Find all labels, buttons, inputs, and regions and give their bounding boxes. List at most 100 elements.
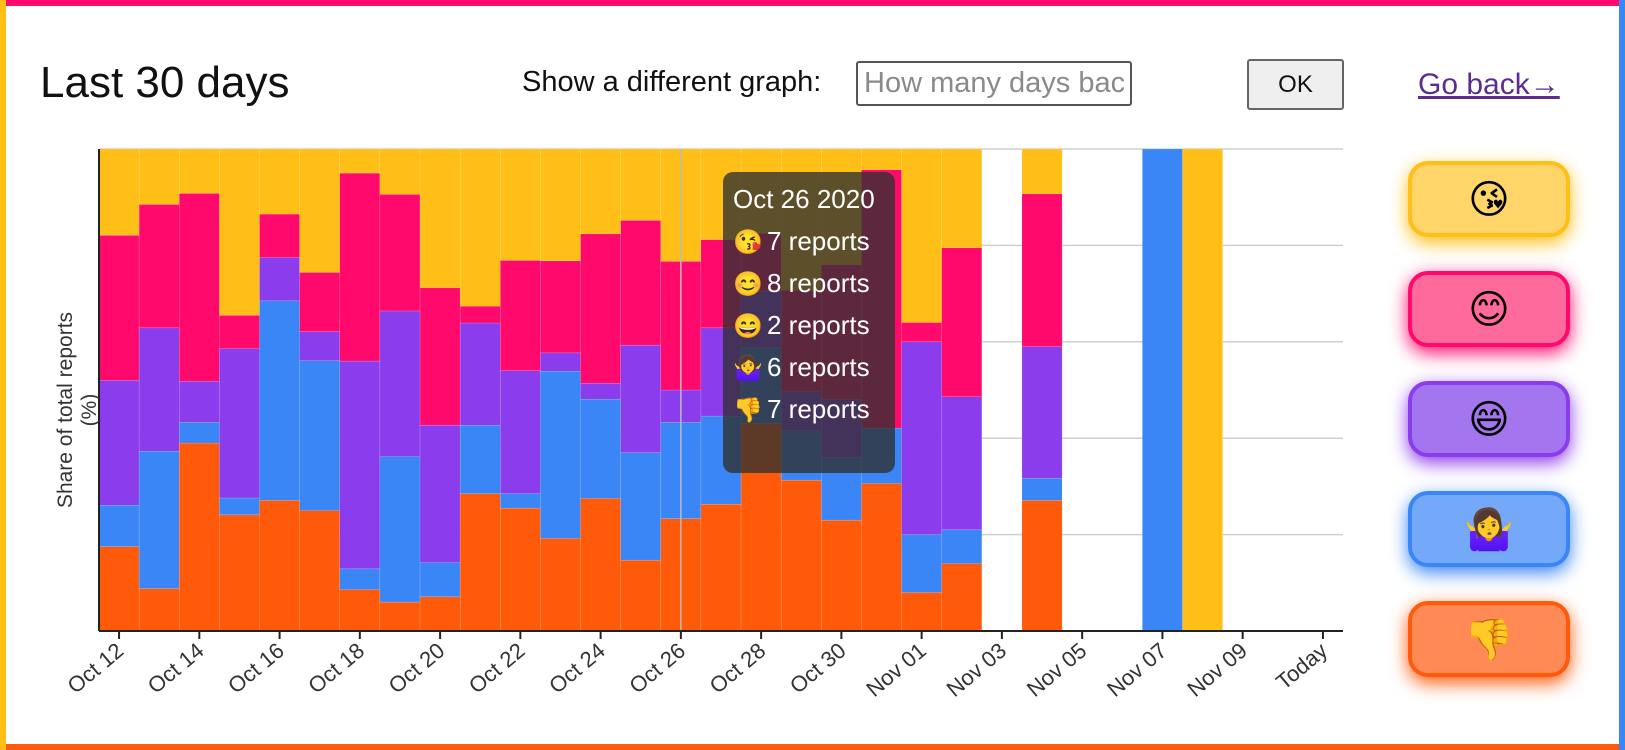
bar-segment-smile[interactable]: [179, 193, 220, 382]
bar-segment-thumbs_down[interactable]: [339, 589, 381, 632]
bar-segment-thumbs_down[interactable]: [138, 588, 180, 632]
ok-button[interactable]: OK: [1247, 59, 1344, 110]
bar-segment-smile[interactable]: [1021, 193, 1063, 347]
bar-segment-shrug[interactable]: [138, 450, 180, 589]
bar-segment-grin[interactable]: [138, 327, 180, 452]
bar-segment-kiss[interactable]: [339, 148, 381, 174]
bar-segment-kiss[interactable]: [419, 148, 461, 289]
bar-segment-smile[interactable]: [540, 260, 581, 354]
bar-segment-thumbs_down[interactable]: [821, 519, 862, 632]
bar-segment-thumbs_down[interactable]: [259, 500, 300, 632]
shrug-reaction-button[interactable]: 🤷‍♀️: [1408, 491, 1570, 567]
bar-segment-smile[interactable]: [379, 194, 421, 312]
bar-segment-grin[interactable]: [580, 383, 621, 400]
bar-segment-shrug[interactable]: [540, 370, 581, 539]
bar-segment-shrug[interactable]: [98, 504, 140, 547]
bar-segment-kiss[interactable]: [138, 148, 180, 205]
bar-segment-grin[interactable]: [941, 396, 983, 531]
bar-segment-thumbs_down[interactable]: [299, 510, 341, 632]
bar-segment-shrug[interactable]: [219, 497, 260, 516]
bar-segment-grin[interactable]: [299, 331, 341, 361]
bar-segment-thumbs_down[interactable]: [500, 507, 541, 632]
bar-segment-shrug[interactable]: [339, 568, 381, 590]
days-back-input[interactable]: [856, 61, 1132, 106]
bar-segment-kiss[interactable]: [179, 148, 220, 194]
bar-segment-kiss[interactable]: [500, 148, 541, 261]
bar-segment-kiss[interactable]: [379, 148, 421, 195]
bar-segment-shrug[interactable]: [500, 493, 541, 509]
bar-segment-grin[interactable]: [179, 381, 220, 423]
bar-segment-shrug[interactable]: [1142, 148, 1183, 632]
bar-segment-smile[interactable]: [339, 172, 381, 362]
bar-segment-kiss[interactable]: [580, 148, 621, 235]
bar-segment-smile[interactable]: [580, 233, 621, 384]
bar-segment-thumbs_down[interactable]: [540, 538, 581, 632]
bar-segment-kiss[interactable]: [1021, 148, 1063, 195]
bar-segment-shrug[interactable]: [299, 360, 341, 511]
bar-segment-kiss[interactable]: [1182, 148, 1223, 632]
bar-segment-grin[interactable]: [459, 322, 501, 426]
bar-segment-smile[interactable]: [98, 235, 140, 381]
bar-segment-smile[interactable]: [419, 287, 461, 426]
bar-segment-thumbs_down[interactable]: [861, 483, 902, 632]
bar-segment-shrug[interactable]: [1021, 477, 1063, 501]
bar-segment-kiss[interactable]: [299, 148, 341, 273]
bar-segment-thumbs_down[interactable]: [98, 546, 140, 632]
bar-segment-thumbs_down[interactable]: [179, 442, 220, 632]
bar-segment-kiss[interactable]: [941, 148, 983, 249]
bar-segment-thumbs_down[interactable]: [780, 479, 822, 632]
bar-segment-smile[interactable]: [901, 322, 942, 343]
bar-segment-kiss[interactable]: [98, 148, 140, 236]
bar-segment-kiss[interactable]: [459, 148, 501, 307]
bar-segment-shrug[interactable]: [379, 456, 421, 603]
bar-segment-shrug[interactable]: [580, 398, 621, 499]
bar-segment-smile[interactable]: [500, 260, 541, 371]
bar-segment-grin[interactable]: [901, 341, 942, 535]
bar-segment-thumbs_down[interactable]: [941, 563, 983, 632]
bar-segment-shrug[interactable]: [459, 424, 501, 494]
bar-segment-thumbs_down[interactable]: [219, 514, 260, 632]
bar-segment-smile[interactable]: [259, 213, 300, 258]
bar-segment-grin[interactable]: [500, 370, 541, 494]
thumbs-down-reaction-button[interactable]: 👎: [1408, 601, 1570, 677]
bar-segment-thumbs_down[interactable]: [1021, 500, 1063, 632]
bar-segment-grin[interactable]: [339, 360, 381, 570]
bar-segment-smile[interactable]: [299, 272, 341, 332]
bar-segment-shrug[interactable]: [620, 452, 662, 561]
smile-reaction-button[interactable]: 😊: [1408, 271, 1570, 347]
bar-segment-thumbs_down[interactable]: [620, 559, 662, 632]
bar-segment-shrug[interactable]: [419, 562, 461, 598]
bar-segment-smile[interactable]: [620, 220, 662, 346]
bar-segment-grin[interactable]: [259, 257, 300, 302]
bar-segment-kiss[interactable]: [620, 148, 662, 221]
bar-segment-thumbs_down[interactable]: [700, 503, 742, 632]
bar-segment-shrug[interactable]: [901, 534, 942, 593]
bar-segment-smile[interactable]: [459, 305, 501, 324]
bar-segment-smile[interactable]: [219, 315, 260, 349]
go-back-link[interactable]: Go back→: [1418, 68, 1560, 101]
bar-segment-thumbs_down[interactable]: [419, 596, 461, 632]
bar-segment-thumbs_down[interactable]: [580, 498, 621, 632]
bar-segment-grin[interactable]: [620, 344, 662, 453]
bar-segment-smile[interactable]: [138, 204, 180, 329]
bar-segment-grin[interactable]: [1021, 346, 1063, 479]
bar-segment-grin[interactable]: [98, 380, 140, 506]
bar-segment-grin[interactable]: [540, 352, 581, 372]
bar-segment-grin[interactable]: [419, 424, 461, 563]
bar-segment-shrug[interactable]: [941, 529, 983, 564]
bar-segment-kiss[interactable]: [219, 148, 260, 316]
bar-segment-grin[interactable]: [219, 348, 260, 499]
bar-segment-shrug[interactable]: [179, 422, 220, 444]
grin-reaction-button[interactable]: 😄: [1408, 381, 1570, 457]
bar-segment-kiss[interactable]: [540, 148, 581, 262]
bar-segment-shrug[interactable]: [259, 300, 300, 501]
bar-segment-thumbs_down[interactable]: [901, 592, 942, 632]
bar-segment-grin[interactable]: [379, 310, 421, 457]
bar-segment-kiss[interactable]: [259, 148, 300, 215]
bar-segment-kiss[interactable]: [901, 148, 942, 323]
bar-segment-kiss[interactable]: [861, 148, 902, 170]
bar-segment-thumbs_down[interactable]: [379, 601, 421, 632]
bar-segment-thumbs_down[interactable]: [459, 493, 501, 632]
bar-segment-smile[interactable]: [941, 247, 983, 397]
kiss-reaction-button[interactable]: 😘: [1408, 161, 1570, 237]
